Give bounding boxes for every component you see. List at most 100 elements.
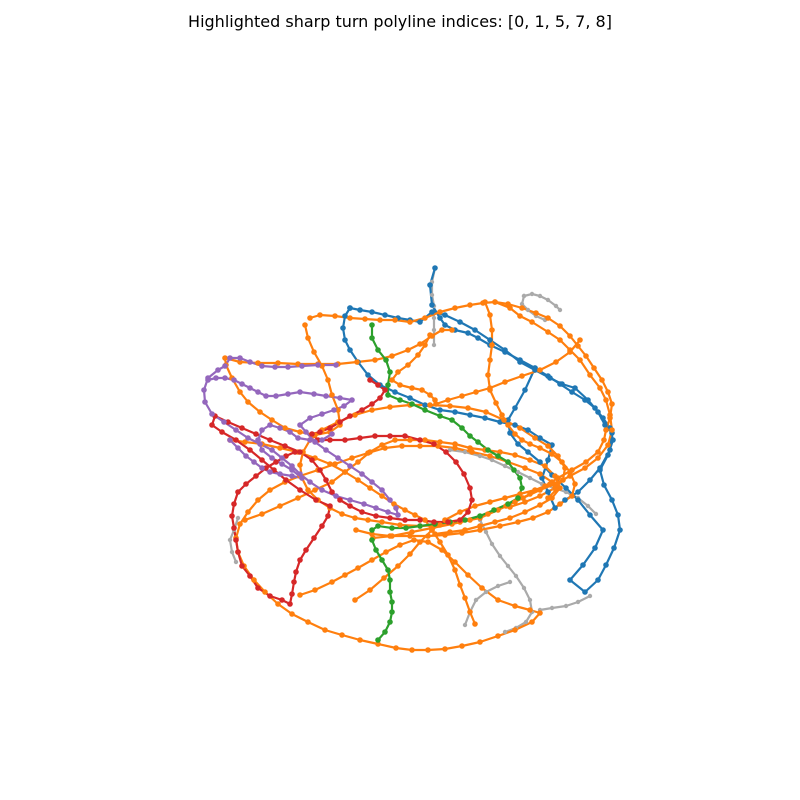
vertex-point — [307, 479, 313, 485]
vertex-point — [309, 457, 315, 463]
vertex-point — [407, 437, 413, 443]
vertex-point — [507, 515, 513, 521]
vertex-point — [365, 517, 371, 523]
vertex-point — [307, 437, 313, 443]
vertex-point — [437, 407, 443, 413]
vertex-point — [487, 453, 493, 459]
vertex-point — [609, 427, 615, 433]
vertex-point — [465, 330, 471, 336]
vertex-point — [607, 412, 613, 418]
vertex-point — [387, 497, 393, 503]
vertex-point — [587, 372, 593, 378]
vertex-point — [422, 407, 428, 413]
vertex-point — [427, 332, 433, 338]
vertex-point — [553, 487, 559, 493]
vertex-point — [375, 637, 381, 643]
vertex-point — [202, 399, 208, 405]
vertex-point — [525, 307, 531, 313]
vertex-point — [577, 357, 583, 363]
vertex-point — [387, 577, 393, 583]
vertex-point — [512, 627, 518, 633]
vertex-point — [293, 569, 299, 575]
vertex-point — [227, 437, 233, 443]
vertex-point — [267, 469, 273, 475]
vertex-point — [431, 327, 437, 333]
vertex-point — [289, 473, 295, 479]
vertex-point — [335, 407, 341, 413]
vertex-point — [352, 597, 358, 603]
vertex-point — [259, 363, 265, 369]
vertex-point — [369, 407, 375, 413]
vertex-point — [243, 453, 249, 459]
vertex-point — [233, 559, 239, 565]
vertex-point — [489, 342, 495, 348]
vertex-point — [521, 585, 527, 591]
vertex-point — [359, 407, 365, 413]
vertex-point — [477, 513, 483, 519]
vertex-point — [431, 342, 437, 348]
vertex-point — [373, 513, 379, 519]
vertex-point — [255, 389, 261, 395]
vertex-point — [527, 475, 533, 481]
vertex-point — [505, 417, 511, 423]
vertex-point — [297, 557, 303, 563]
vertex-point — [419, 387, 425, 393]
vertex-point — [512, 405, 518, 411]
vertex-point — [237, 359, 243, 365]
vertex-point — [395, 512, 401, 518]
vertex-point — [387, 515, 393, 521]
vertex-point — [603, 427, 609, 433]
vertex-point — [520, 495, 526, 501]
vertex-point — [389, 377, 395, 383]
vertex-point — [567, 473, 573, 479]
vertex-point — [327, 503, 333, 509]
vertex-point — [522, 387, 528, 393]
vertex-point — [530, 515, 536, 521]
vertex-point — [222, 375, 228, 381]
vertex-point — [507, 579, 513, 585]
vertex-point — [319, 487, 325, 493]
vertex-point — [477, 639, 483, 645]
vertex-point — [369, 401, 375, 407]
vertex-point — [389, 599, 395, 605]
vertex-point — [382, 445, 388, 451]
vertex-point — [582, 465, 588, 471]
vertex-point — [279, 461, 285, 467]
vertex-point — [562, 497, 568, 503]
vertex-point — [467, 517, 473, 523]
vertex-point — [517, 475, 523, 481]
vertex-point — [347, 347, 353, 353]
vertex-point — [349, 455, 355, 461]
vertex-point — [385, 567, 391, 573]
vertex-point — [383, 549, 389, 555]
vertex-point — [452, 441, 458, 447]
vertex-point — [529, 619, 535, 625]
vertex-point — [457, 517, 463, 523]
vertex-point — [395, 369, 401, 375]
vertex-point — [527, 441, 533, 447]
vertex-point — [402, 433, 408, 439]
vertex-point — [213, 375, 219, 381]
vertex-point — [277, 503, 283, 509]
vertex-point — [347, 463, 353, 469]
vertex-point — [483, 529, 489, 535]
vertex-point — [525, 427, 531, 433]
vertex-point — [592, 545, 598, 551]
vertex-point — [492, 519, 498, 525]
vertex-point — [253, 473, 259, 479]
vertex-point — [507, 430, 513, 436]
vertex-point — [587, 512, 593, 518]
vertex-point — [335, 455, 341, 461]
vertex-point — [267, 422, 273, 428]
vertex-point — [601, 437, 607, 443]
vertex-point — [462, 595, 468, 601]
vertex-point — [429, 309, 435, 315]
vertex-point — [529, 291, 535, 297]
vertex-point — [209, 411, 215, 417]
vertex-point — [242, 439, 248, 445]
vertex-point — [557, 501, 563, 507]
vertex-point — [439, 547, 445, 553]
vertex-point — [245, 509, 251, 515]
vertex-point — [307, 415, 313, 421]
vertex-point — [585, 397, 591, 403]
